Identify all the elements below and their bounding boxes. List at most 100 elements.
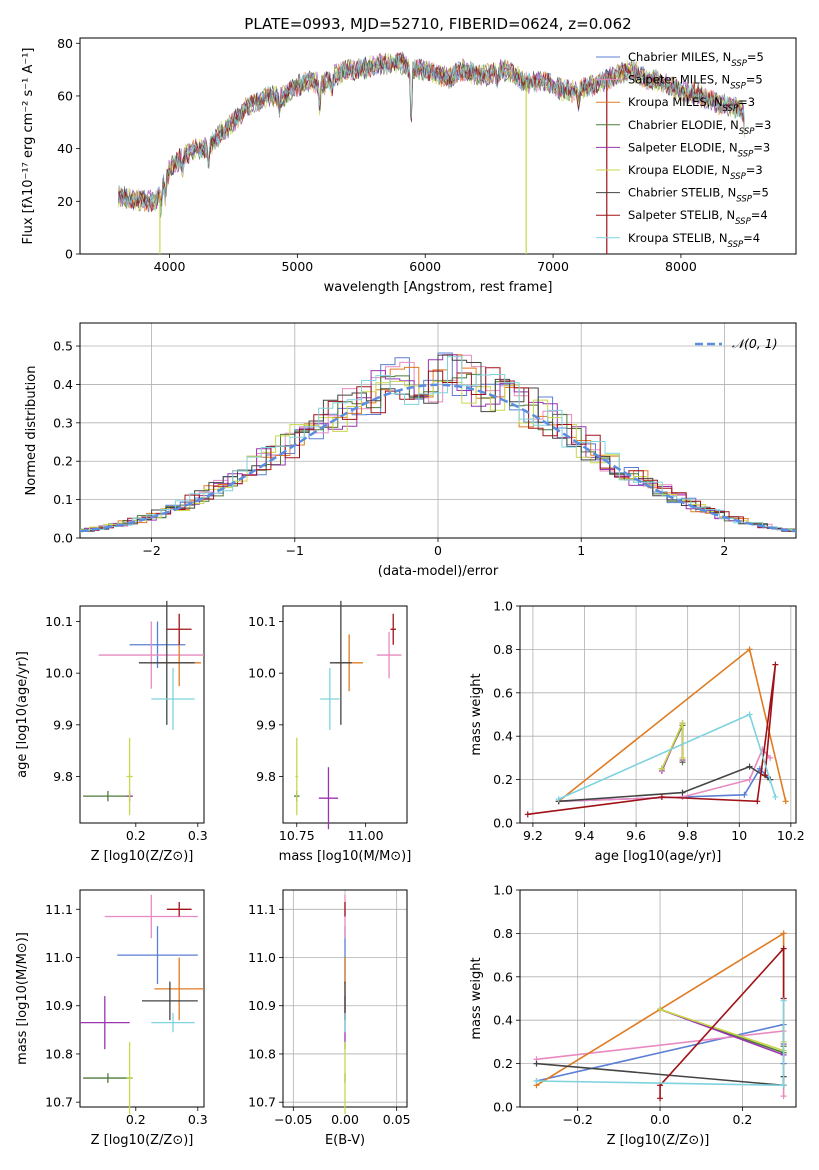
weight-marker [524, 811, 531, 818]
y-tick-label: 9.8 [53, 769, 73, 784]
series-kroupa-stelib [533, 997, 787, 1089]
legend-label: Kroupa ELODIE, NSSP=3 [628, 163, 763, 182]
y-tick-label: 10.7 [45, 1095, 73, 1110]
axes-age-vs-Z: 0.2 0.3 9.8 9.9 10.0 10.1 Z [log10(Z/Z⊙)] age [… [15, 605, 208, 864]
point-chabrier-elodie [83, 1073, 133, 1083]
points-age-vs-Z [83, 600, 204, 816]
legend-label: Kroupa STELIB, NSSP=4 [628, 231, 760, 250]
point-chabrier-miles [117, 926, 198, 985]
weight-marker [657, 1095, 664, 1102]
weight-marker [679, 720, 686, 727]
y-tick-label: 11.0 [45, 950, 73, 965]
weight-marker [746, 776, 753, 783]
point-salpeter-miles [376, 631, 402, 679]
legend-label: Chabrier MILES, NSSP=5 [628, 50, 764, 69]
y-tick-label: 10.9 [45, 998, 73, 1013]
weight-marker [741, 791, 748, 798]
weight-line [558, 765, 771, 803]
weights-weight-vs-age [524, 646, 789, 818]
point-chabrier-stelib [142, 981, 198, 1021]
weights-weight-vs-Z [533, 930, 787, 1102]
x-tick-label: 9.4 [575, 828, 595, 843]
y-tick-label: 60 [57, 88, 73, 103]
x-tick-label: 5000 [281, 259, 313, 274]
normal-curve [80, 383, 796, 533]
y-axis-label: mass [log10(M/M⊙)] [15, 932, 30, 1065]
weight-marker [780, 930, 787, 937]
legend-label: Salpeter STELIB, NSSP=4 [628, 208, 768, 227]
axes-weight-vs-Z: −0.2 0.0 0.2 0.0 0.2 0.4 0.6 0.8 1.0 Z [log10(Z/Z… [469, 883, 797, 1148]
weight-marker [780, 945, 787, 952]
point-salpeter-stelib [166, 902, 192, 917]
spectrum-line-kroupa-stelib [118, 55, 745, 215]
legend-label: Salpeter ELODIE, NSSP=3 [628, 140, 770, 159]
x-tick-label: 0.2 [126, 828, 146, 843]
y-tick-label: 10.1 [45, 614, 73, 629]
axes-frame [519, 605, 797, 824]
x-tick-label: 10.2 [777, 828, 805, 843]
axes-frame [519, 889, 797, 1108]
histogram-salpeter-elodie [80, 354, 796, 532]
y-axis-label: mass weight [469, 673, 484, 755]
x-axis-label: Z [log10(Z/Z⊙)] [91, 1133, 194, 1148]
x-tick-label: 4000 [154, 259, 186, 274]
x-axis-label: E(B-V) [325, 1133, 365, 1148]
y-tick-label: 1.0 [493, 599, 513, 614]
point-kroupa-stelib [151, 1012, 195, 1033]
legend-label: Chabrier ELODIE, NSSP=3 [628, 118, 771, 137]
series-salpeter-stelib [524, 661, 779, 818]
x-tick-label: 0.00 [331, 1112, 359, 1127]
y-tick-label: 80 [57, 36, 73, 51]
residual-histograms [80, 352, 796, 534]
point-salpeter-elodie [80, 996, 130, 1050]
weight-marker [782, 798, 789, 805]
series-kroupa-stelib [555, 711, 779, 803]
point-kroupa-elodie [126, 737, 133, 816]
y-tick-label: 10.8 [45, 1046, 73, 1061]
axes-frame [282, 605, 408, 824]
weight-marker [762, 772, 769, 779]
point-chabrier-miles [129, 621, 186, 668]
weight-line [527, 664, 777, 816]
legend-label: Salpeter MILES, NSSP=5 [628, 73, 763, 92]
normal-legend-label: 𝒩(0, 1) [732, 336, 778, 351]
legend-label: Chabrier STELIB, NSSP=5 [628, 186, 769, 205]
histogram-chabrier-stelib [80, 354, 796, 533]
y-tick-label: 0.8 [493, 642, 513, 657]
axes-age-vs-mass: 10.75 11.00 9.8 9.9 10.0 10.1 mass [log10(M/M⊙… [248, 605, 412, 864]
point-kroupa-miles [154, 957, 204, 1021]
y-tick-label: 9.9 [256, 717, 276, 732]
point-salpeter-miles [98, 621, 204, 689]
y-tick-label: 0.0 [53, 531, 73, 546]
y-tick-label: 0.6 [493, 969, 513, 984]
y-tick-label: 10.8 [248, 1046, 276, 1061]
y-tick-label: 0.2 [493, 772, 513, 787]
x-tick-label: 0.2 [126, 1112, 146, 1127]
weight-marker [780, 1093, 787, 1100]
legend-label: Kroupa MILES, NSSP=3 [628, 95, 755, 114]
weight-marker [767, 754, 774, 761]
weight-line [659, 1008, 785, 1052]
weight-marker [772, 661, 779, 668]
y-tick-label: 9.9 [53, 717, 73, 732]
weight-marker [679, 754, 686, 761]
weight-marker [533, 1060, 540, 1067]
x-tick-label: 1 [577, 543, 585, 558]
x-tick-label: 0.0 [650, 1112, 670, 1127]
point-salpeter-stelib [166, 613, 192, 645]
axes-residuals: −2 −1 0 1 2 0.0 0.1 0.2 0.3 0.4 0.5 (data-model)/er… [24, 322, 797, 579]
point-salpeter-stelib [390, 613, 396, 645]
x-tick-label: −0.2 [562, 1112, 592, 1127]
weight-marker [679, 789, 686, 796]
x-axis-label: mass [log10(M/M⊙)] [279, 849, 412, 864]
x-tick-label: 9.2 [523, 828, 543, 843]
y-tick-label: 20 [57, 194, 73, 209]
y-tick-label: 0.2 [53, 454, 73, 469]
figure-title: PLATE=0993, MJD=52710, FIBERID=0624, z=0… [244, 15, 631, 33]
axes-frame [79, 889, 205, 1108]
axes-mass-vs-ebv: −0.05 0.00 0.05 10.7 10.8 10.9 11.0 11.1 E(B-V) [248, 889, 411, 1148]
x-tick-label: −2 [142, 543, 160, 558]
y-tick-label: 10.1 [248, 614, 276, 629]
y-tick-label: 0.0 [493, 1100, 513, 1115]
axes-frame [79, 605, 205, 824]
